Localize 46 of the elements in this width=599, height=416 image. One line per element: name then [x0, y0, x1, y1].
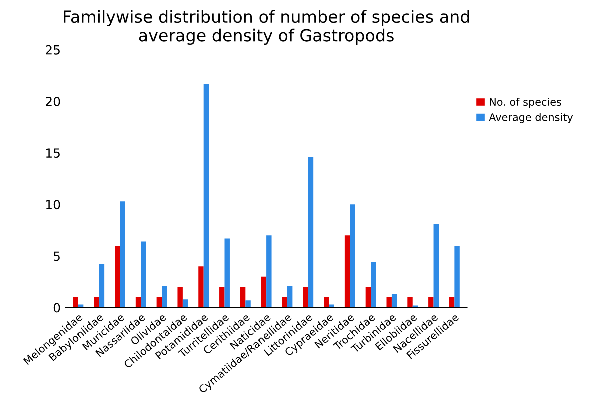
y-tick-label: 10: [46, 200, 60, 210]
bar: [136, 298, 142, 308]
bar: [428, 298, 434, 308]
bar: [287, 286, 293, 308]
y-tick-label: 5: [54, 252, 60, 262]
bar: [94, 298, 100, 308]
bar: [454, 246, 460, 308]
bar: [350, 204, 356, 308]
chart-title: Familywise distribution of number of species and average density of Gastropods: [64, 10, 470, 46]
bar: [120, 202, 126, 308]
bar: [366, 287, 372, 308]
bar: [261, 276, 267, 308]
bar: [282, 298, 288, 308]
bar: [198, 266, 204, 308]
bar: [156, 298, 162, 308]
bar: [408, 298, 413, 308]
bar: [329, 304, 334, 308]
bar: [78, 304, 84, 308]
bar: [224, 238, 230, 308]
legend-label: No. of species: [490, 98, 562, 108]
bar: [99, 264, 105, 308]
bar: [303, 287, 308, 308]
bar: [204, 84, 210, 308]
bar: [392, 294, 398, 308]
bar: [266, 236, 272, 308]
bar: [240, 287, 246, 308]
bar: [344, 236, 350, 308]
bar: [308, 157, 314, 308]
bar: [162, 286, 168, 308]
bar: [220, 287, 225, 308]
bar: [434, 224, 439, 308]
bar: [141, 242, 146, 308]
y-tick-label: 20: [46, 96, 60, 106]
bar: [246, 300, 251, 308]
bar: [324, 298, 330, 308]
y-tick-label: 25: [46, 45, 60, 55]
legend-label: Average density: [489, 113, 574, 124]
y-tick-label: 15: [46, 148, 60, 158]
bar: [449, 298, 455, 308]
bar: [178, 287, 183, 308]
bar: [182, 300, 188, 308]
y-tick-label: 0: [54, 303, 60, 313]
bar: [115, 246, 120, 308]
bar: [73, 298, 78, 308]
bar: [371, 262, 376, 308]
bar: [386, 298, 392, 308]
